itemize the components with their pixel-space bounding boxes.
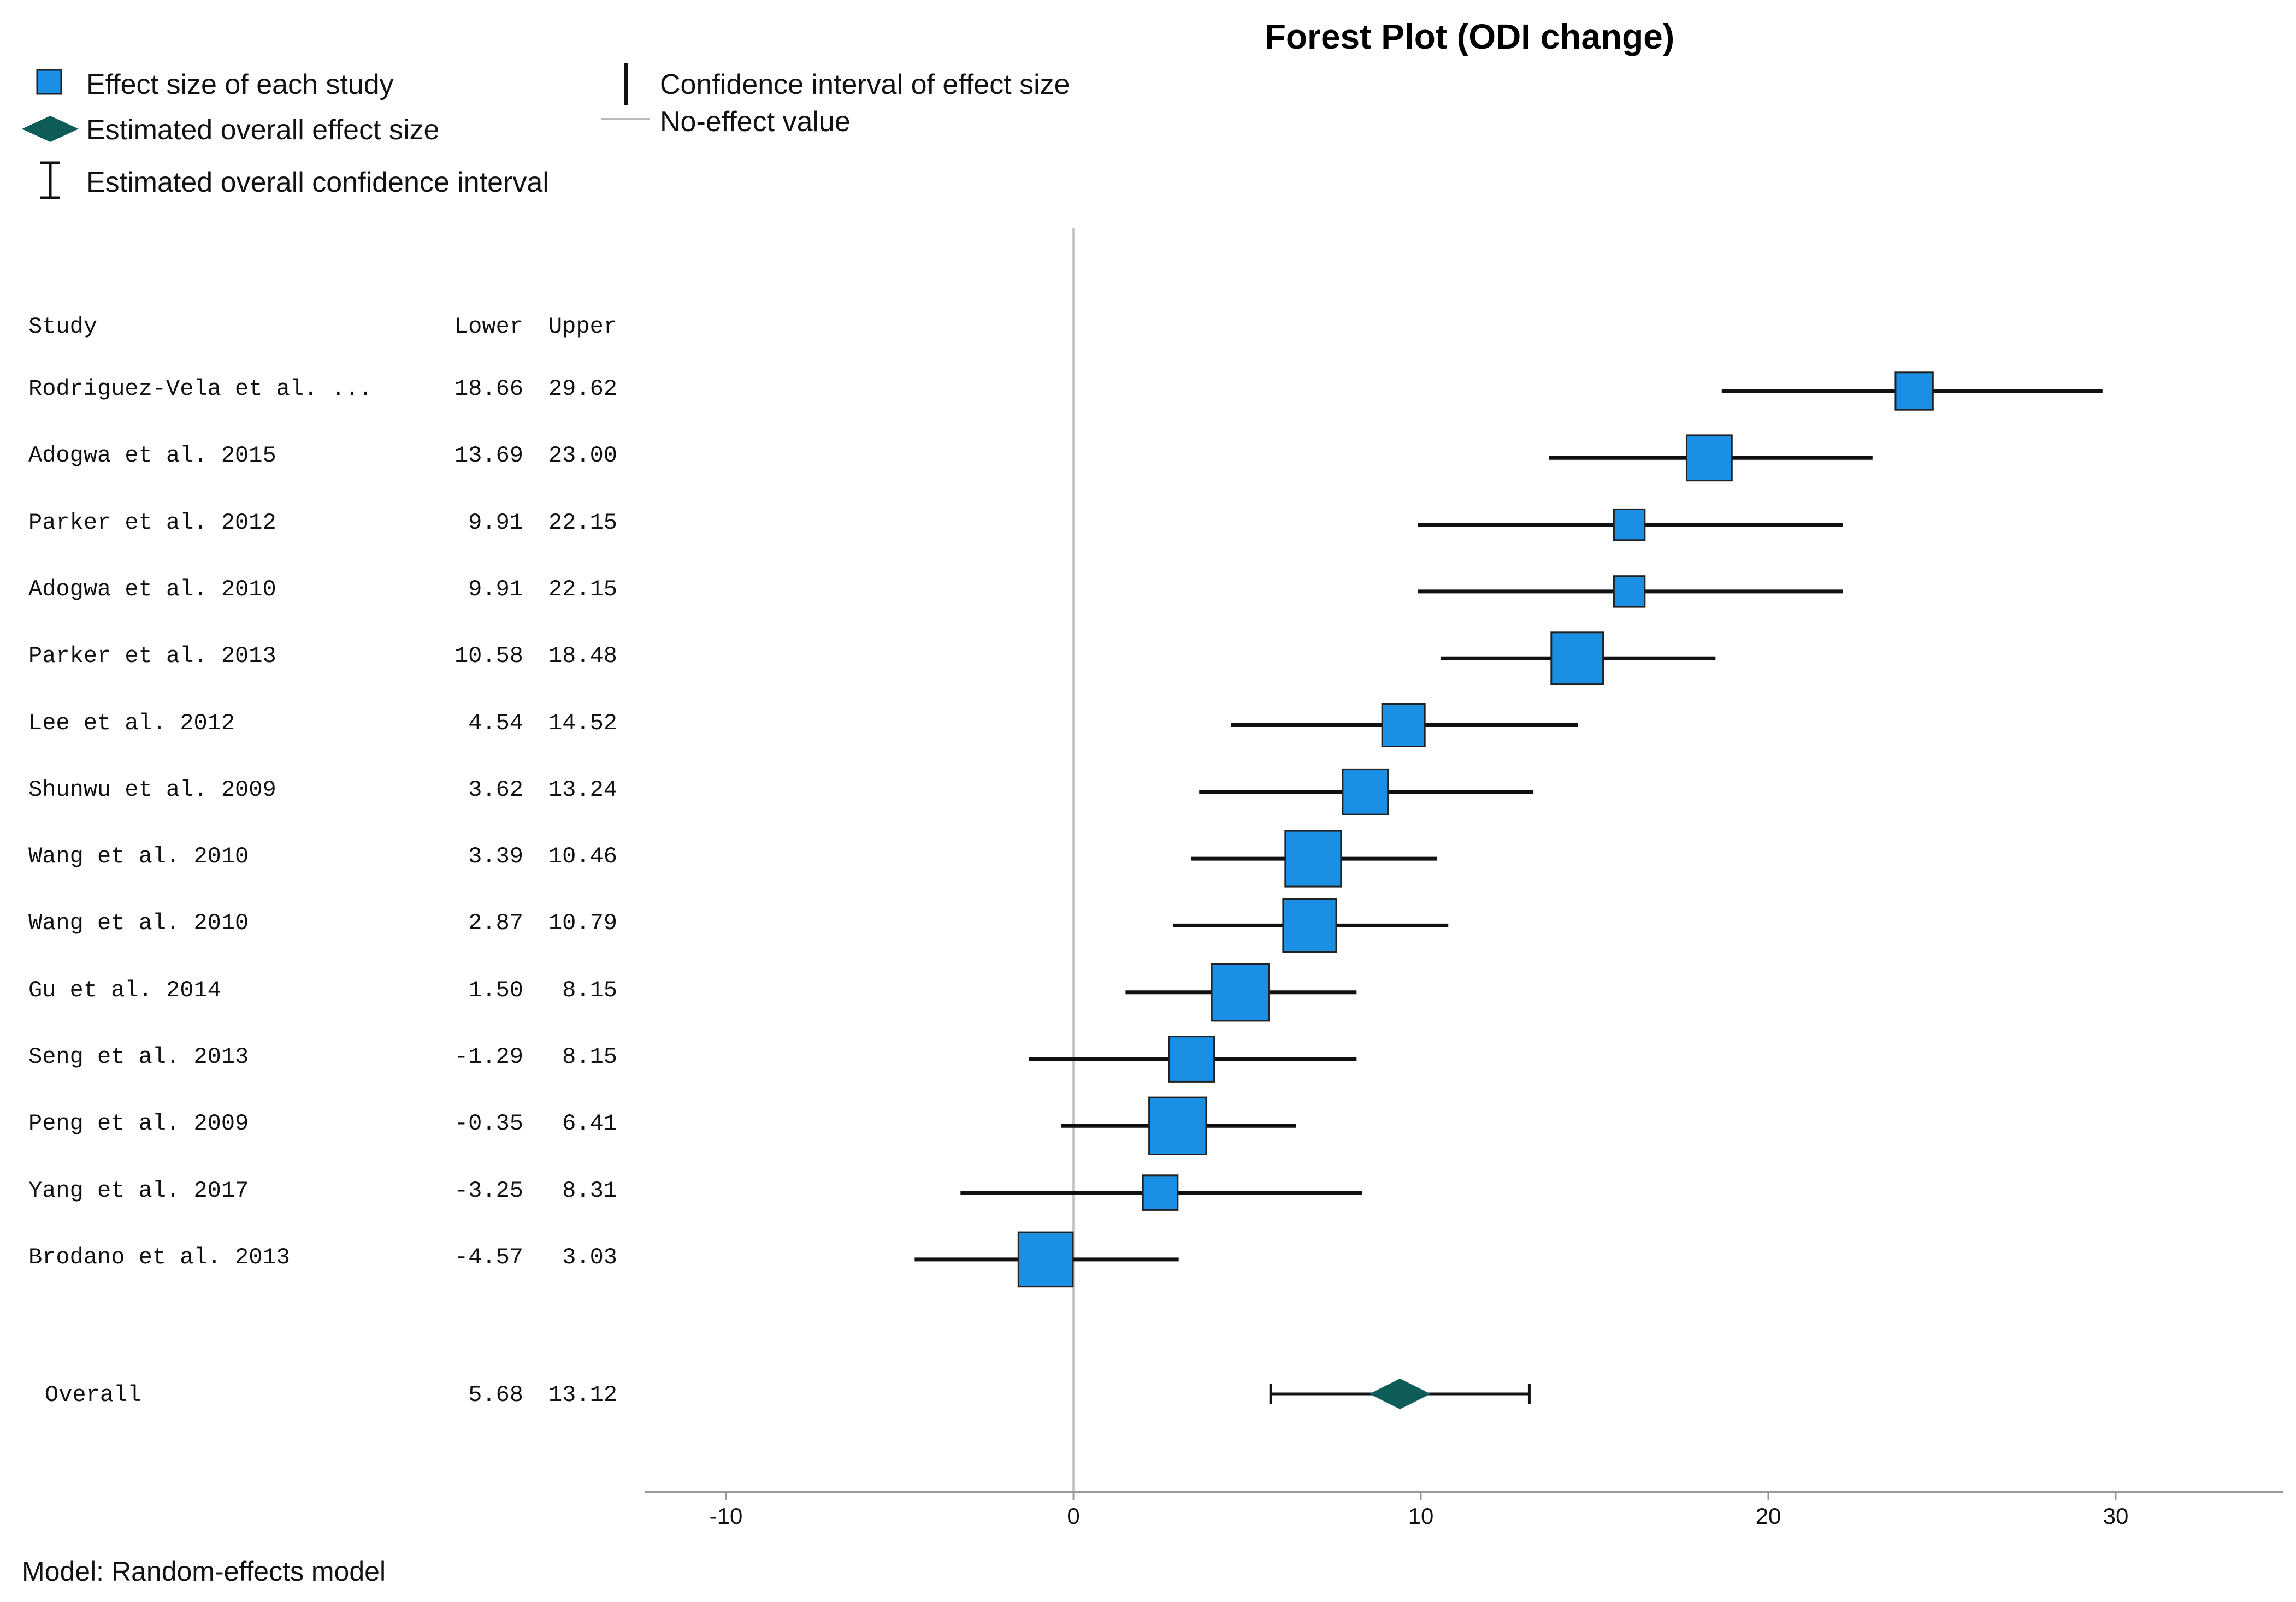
study-name: Wang et al. 2010 <box>28 843 249 870</box>
study-name: Shunwu et al. 2009 <box>28 776 276 803</box>
study-upper: 13.24 <box>548 776 617 803</box>
legend-label-overall-effect: Estimated overall effect size <box>86 114 440 146</box>
legend-label-overall-ci: Estimated overall confidence interval <box>86 167 549 198</box>
study-name: Wang et al. 2010 <box>28 910 249 937</box>
study-lower: 13.69 <box>454 442 523 469</box>
study-effect-box <box>1550 631 1604 685</box>
overall-marks <box>1269 1379 1531 1409</box>
study-lower: -1.29 <box>454 1044 523 1070</box>
legend-diamond-icon <box>22 116 79 142</box>
study-name: Adogwa et al. 2015 <box>28 442 276 469</box>
column-header-lower: Lower <box>454 314 523 340</box>
x-axis-ticks <box>725 1492 2117 1500</box>
study-name: Seng et al. 2013 <box>28 1044 249 1070</box>
study-upper: 6.41 <box>562 1110 617 1137</box>
legend-label-effect-size: Effect size of each study <box>86 69 394 101</box>
study-effect-box <box>1894 371 1934 411</box>
overall-upper: 13.12 <box>548 1382 617 1408</box>
x-tick-label: 30 <box>2103 1503 2129 1529</box>
study-effect-box <box>1342 768 1389 815</box>
model-note: Model: Random-effects model <box>22 1556 386 1587</box>
study-upper: 22.15 <box>548 509 617 536</box>
x-tick-label: -10 <box>709 1503 743 1529</box>
overall-effect-diamond <box>1369 1379 1431 1409</box>
study-effect-box <box>1211 963 1270 1022</box>
study-upper: 14.52 <box>548 710 617 736</box>
study-effect-box <box>1685 434 1733 482</box>
column-header-upper: Upper <box>548 314 617 340</box>
study-effect-box <box>1282 898 1337 953</box>
x-tick-label: 20 <box>1755 1503 1781 1529</box>
study-name: Rodriguez-Vela et al. ... <box>28 376 373 402</box>
study-name: Peng et al. 2009 <box>28 1110 249 1137</box>
study-effect-box <box>1142 1174 1179 1211</box>
study-marks <box>914 371 2103 1288</box>
study-upper: 3.03 <box>562 1244 617 1270</box>
study-effect-box <box>1148 1096 1207 1155</box>
study-effect-box <box>1168 1036 1215 1083</box>
chart-title: Forest Plot (ODI change) <box>1264 17 1675 56</box>
column-header-study: Study <box>28 314 98 340</box>
study-upper: 18.48 <box>548 643 617 670</box>
study-upper: 29.62 <box>548 376 617 402</box>
study-name: Gu et al. 2014 <box>28 977 221 1003</box>
study-name: Adogwa et al. 2010 <box>28 576 276 602</box>
study-name: Parker et al. 2013 <box>28 643 276 670</box>
study-lower: 4.54 <box>468 710 523 736</box>
legend-label-ci: Confidence interval of effect size <box>660 69 1070 101</box>
study-lower: 2.87 <box>468 910 523 937</box>
study-lower: 1.50 <box>468 977 523 1003</box>
study-lower: -3.25 <box>454 1177 523 1204</box>
x-tick-label: 0 <box>1067 1503 1080 1529</box>
overall-lower: 5.68 <box>468 1382 523 1408</box>
study-upper: 10.79 <box>548 910 617 937</box>
study-upper: 8.31 <box>562 1177 617 1204</box>
study-lower: 9.91 <box>468 509 523 536</box>
study-lower: 10.58 <box>454 643 523 670</box>
study-upper: 10.46 <box>548 843 617 870</box>
legend-overall-ci-icon <box>40 161 60 199</box>
study-upper: 8.15 <box>562 1044 617 1070</box>
study-effect-box <box>1381 703 1426 747</box>
legend-label-no-effect: No-effect value <box>660 106 851 138</box>
study-lower: 18.66 <box>454 376 523 402</box>
study-name: Parker et al. 2012 <box>28 509 276 536</box>
study-lower: -0.35 <box>454 1110 523 1137</box>
study-lower: 3.62 <box>468 776 523 803</box>
study-upper: 8.15 <box>562 977 617 1003</box>
overall-label: Overall <box>45 1382 141 1408</box>
study-name: Yang et al. 2017 <box>28 1177 249 1204</box>
study-name: Lee et al. 2012 <box>28 710 235 736</box>
study-effect-box <box>1613 575 1646 608</box>
study-name: Brodano et al. 2013 <box>28 1244 290 1270</box>
x-tick-label: 10 <box>1408 1503 1434 1529</box>
study-lower: 9.91 <box>468 576 523 602</box>
study-effect-box <box>1284 830 1342 888</box>
study-lower: -4.57 <box>454 1244 523 1270</box>
study-upper: 23.00 <box>548 442 617 469</box>
study-effect-box <box>1613 508 1646 541</box>
study-upper: 22.15 <box>548 576 617 602</box>
study-effect-box <box>1017 1231 1074 1288</box>
study-lower: 3.39 <box>468 843 523 870</box>
legend-box-icon <box>36 69 62 95</box>
